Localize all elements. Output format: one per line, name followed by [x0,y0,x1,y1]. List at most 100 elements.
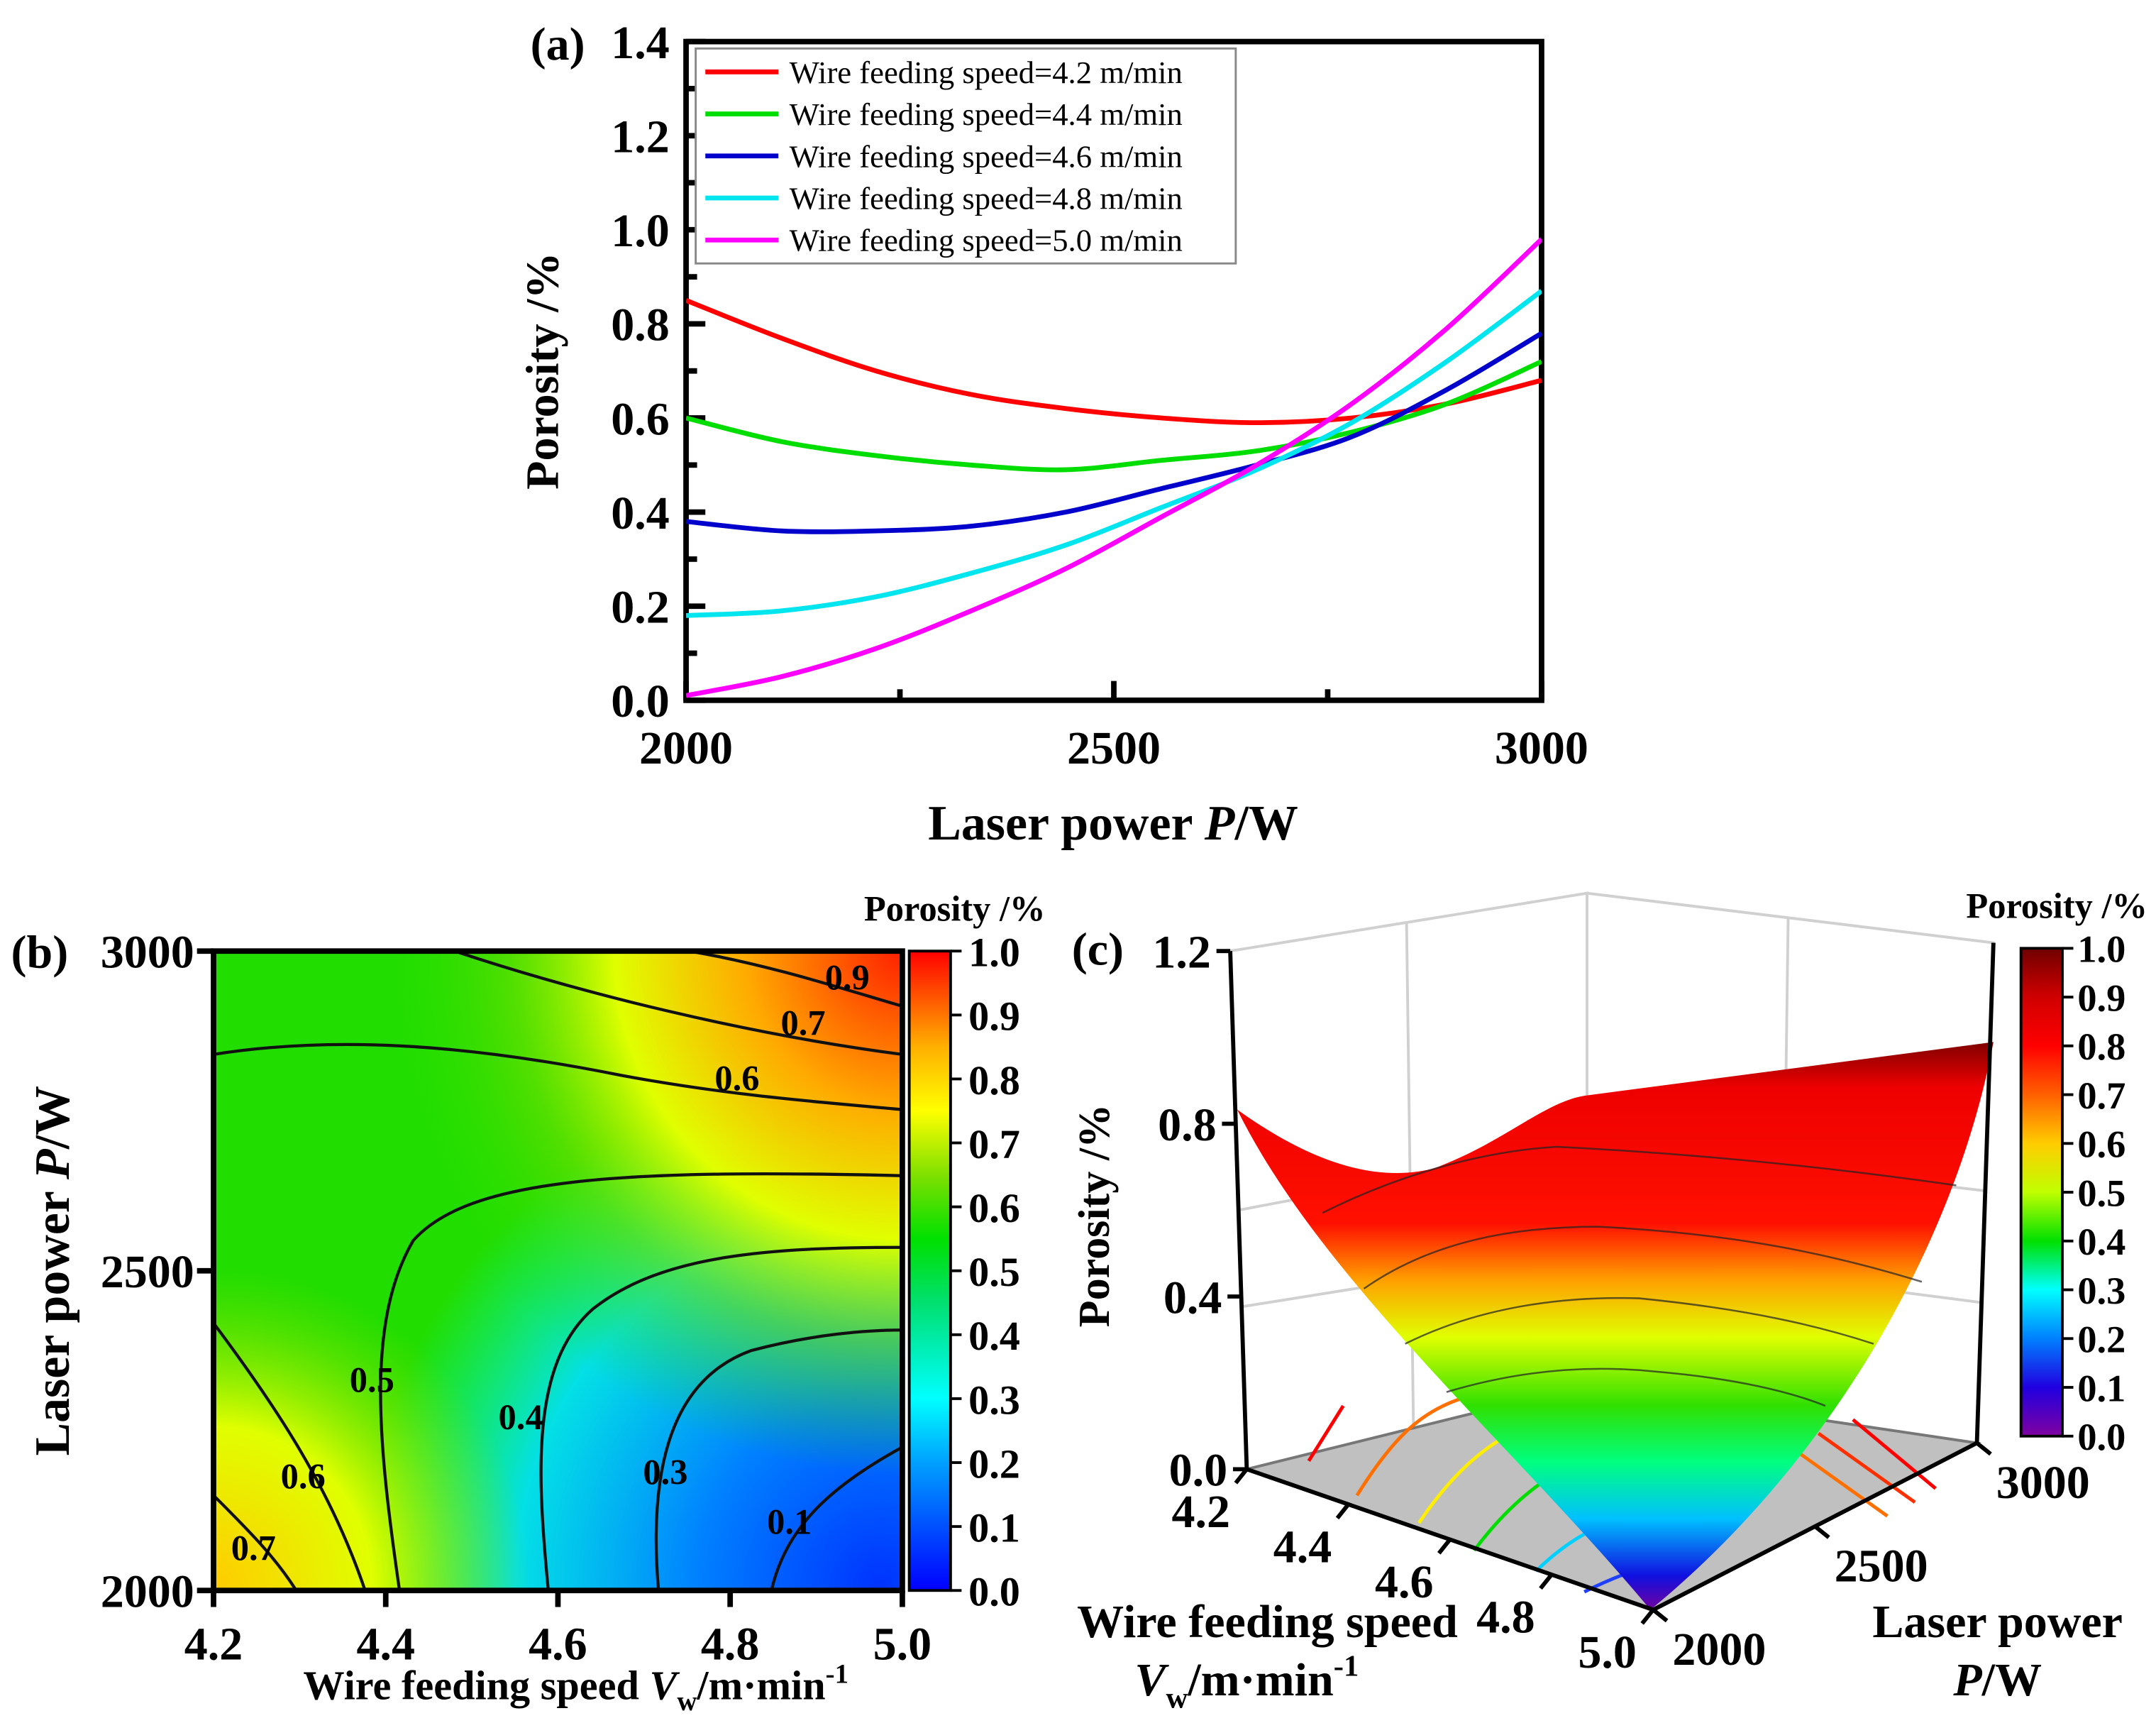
contour-line-0.7-bottom [213,1494,298,1591]
panel-a-x-axis-label-unit: /W [1234,796,1298,851]
panel-c-x-axis-label-var: V [1134,1654,1169,1706]
contour-label-0.6-top: 0.6 [714,1058,759,1098]
panel-c-surface [1237,1042,1994,1610]
c-cbar-tick-label: 0.9 [2077,976,2125,1019]
a-legend-label: Wire feeding speed=5.0 m/min [790,223,1183,258]
contour-line-0.9 [688,951,902,1008]
floor-contour-red-3 [1817,1431,1916,1504]
b-x-tick-label: 4.8 [701,1618,760,1670]
c-cbar-tick-label: 0.7 [2077,1074,2125,1117]
panel-a-x-axis-label: Laser power P/W [928,796,1298,851]
contour-line-0.6-bottom [213,1322,367,1591]
panel-b-y-axis-label-unit: /W [26,1086,80,1150]
panel-b-colorbar-ticks: 0.0 0.1 0.2 0.3 0.4 0.5 0.6 0.7 0.8 0.9 1.0 [950,930,1020,1615]
panel-b-red-region [213,951,902,1591]
panel-a-x-axis-label-var: P [1204,796,1236,851]
c-cbar-tick-label: 0.1 [2077,1367,2125,1409]
panel-a-legend: Wire feeding speed=4.2 m/min Wire feeding… [695,47,1237,265]
panel-c-colorbar-ticks: 0.0 0.1 0.2 0.3 0.4 0.5 0.6 0.7 0.8 0.9 1.0 [2062,928,2125,1458]
contour-label-0.7-bottom: 0.7 [231,1529,276,1568]
b-x-tick-label: 4.4 [356,1618,415,1670]
c-z-tick-label: 0.0 [1169,1445,1228,1497]
contour-label-0.6-bottom: 0.6 [281,1457,326,1497]
b-cbar-tick-label: 0.0 [968,1569,1020,1615]
c-y-tick-label: 3000 [1996,1457,2090,1509]
b-cbar-tick-label: 0.1 [968,1504,1020,1551]
contour-line-0.5 [379,1172,902,1591]
c-x-tick-mark [1234,1468,1249,1485]
panel-b-y-ticks: 2000 2500 3000 [101,927,214,1618]
panel-c-x-ticks: 4.2 4.4 4.6 4.8 5.0 [1172,1468,1655,1678]
a-legend-label: Wire feeding speed=4.6 m/min [790,138,1183,174]
surface-contour-1 [1322,1145,1957,1214]
contour-line-0.7-top [454,951,902,1056]
floor-contour-red-1 [1307,1404,1345,1462]
a-series-line [686,289,1542,618]
c-z-tick-label: 0.4 [1163,1272,1222,1323]
a-series-line [686,359,1542,473]
a-legend-label: Wire feeding speed=4.2 m/min [790,55,1183,90]
panel-b-contour-labels: 0.9 0.7 0.6 0.5 0.4 0.3 0.1 0.6 0.7 [231,958,870,1568]
contour-label-0.3: 0.3 [643,1453,687,1492]
a-x-tick-label: 3000 [1495,722,1588,774]
c-cbar-tick-label: 0.8 [2077,1025,2125,1068]
c-x-tick-mark [1539,1573,1554,1590]
panel-c-x-axis-label-line1: Wire feeding speed [1077,1596,1458,1648]
contour-line-0.4 [539,1245,902,1591]
panel-c-colorbar [2019,947,2064,1438]
b-y-tick-label: 3000 [101,927,194,979]
a-series-line [686,237,1542,698]
a-series-line [686,331,1542,534]
c-x-tick-label: 4.8 [1476,1591,1535,1643]
c-cbar-tick-label: 0.3 [2077,1270,2125,1312]
b-cbar-tick-label: 0.2 [968,1441,1020,1487]
panel-c-y-axis-label-line1: Laser power [1872,1596,2123,1648]
c-cbar-tick-label: 0.4 [2077,1221,2125,1263]
panel-c-z-axis-label: Porosity /% [1071,1104,1119,1328]
panel-c-x-axis-label-sup: -1 [1334,1650,1359,1683]
panel-c-z-axis [1228,951,1249,1470]
panel-b-color-field: 0.9 0.7 0.6 0.5 0.4 0.3 0.1 0.6 0.7 [213,951,902,1591]
panel-a-line-chart: (a) 0.0 0.2 0.4 0.6 0.8 1.0 1.2 1.4 2000 2500 300… [516,17,1588,851]
c-y-tick-label: 2000 [1672,1624,1766,1675]
c-x-tick-mark [1437,1538,1452,1555]
panel-c-surface-contours [1322,1145,1957,1407]
panel-a-series [686,237,1542,698]
panel-b-y-axis-label-main: Laser power [26,1179,80,1456]
panel-b-y-axis-label-var: P [26,1148,80,1180]
b-cbar-tick-label: 1.0 [968,930,1020,976]
panel-b-x-axis-label: Wire feeding speed Vw/m·min-1 [303,1658,848,1717]
panel-c-y-ticks: 2000 2500 3000 [1652,1441,2090,1675]
panel-c-z-axis-right [1974,942,1996,1443]
contour-label-0.4: 0.4 [498,1397,543,1437]
c-cbar-tick-label: 1.0 [2077,928,2125,971]
a-y-tick-label: 0.0 [611,676,670,727]
a-legend-label: Wire feeding speed=4.8 m/min [790,181,1183,216]
panel-a-x-axis-label-main: Laser power [928,796,1205,851]
contour-line-0.3 [654,1328,902,1591]
c-y-tick-mark [1813,1524,1830,1539]
c-x-tick-label: 5.0 [1578,1626,1637,1678]
panel-c-y-axis-label-line2: P/W [1952,1654,2042,1706]
b-x-tick-label: 4.6 [529,1618,587,1670]
a-y-tick-label: 1.4 [611,17,670,69]
panel-b-x-axis-label-sub: w [677,1686,697,1717]
b-cbar-tick-label: 0.3 [968,1377,1020,1423]
c-y-tick-mark [1652,1608,1669,1623]
panel-c-3d-surface: (c) [1071,886,2147,1715]
b-y-tick-label: 2500 [101,1246,194,1298]
a-x-tick-label: 2000 [639,722,733,774]
panel-b-colorbar [907,949,952,1592]
a-y-tick-label: 0.4 [611,488,670,539]
panel-b-colorbar-title: Porosity /% [864,888,1046,928]
surface-contour-3 [1405,1297,1874,1345]
panel-c-y-axis-label-unit: /W [1981,1654,2042,1706]
b-cbar-tick-label: 0.4 [968,1313,1020,1359]
a-y-tick-label: 0.6 [611,393,670,445]
c-x-tick-label: 4.4 [1273,1521,1332,1573]
panel-b-x-axis-label-unit: /m·min [696,1663,825,1709]
panel-c-z-ticks: 0.0 0.4 0.8 1.2 [1152,927,1247,1497]
b-y-tick-label: 2000 [101,1566,194,1618]
panel-a-y-ticks: 0.0 0.2 0.4 0.6 0.8 1.0 1.2 1.4 [611,17,706,727]
